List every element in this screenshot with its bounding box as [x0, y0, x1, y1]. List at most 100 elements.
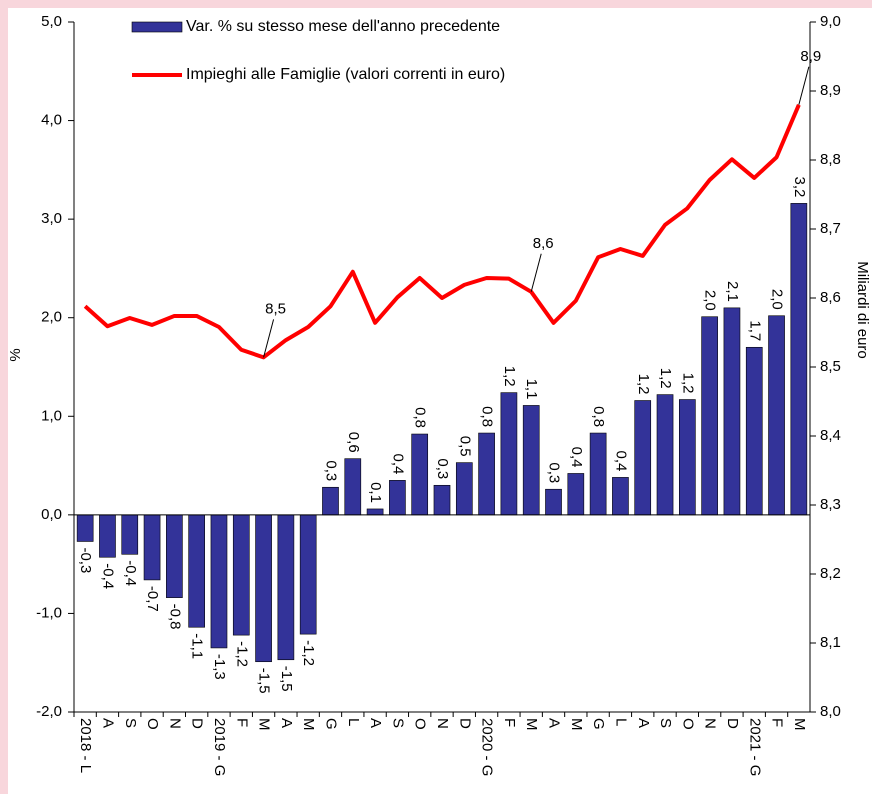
bar-value-label: 2,0 — [769, 289, 786, 310]
y2-tick-label: 8,9 — [820, 82, 841, 99]
x-tick-label: D — [724, 718, 741, 729]
y2-axis-label: Miliardi di euro — [854, 261, 871, 359]
bar-value-label: 3,2 — [791, 177, 808, 198]
bar — [344, 458, 362, 516]
x-tick-label: M — [791, 718, 808, 731]
y-tick-label: -1,0 — [36, 604, 62, 621]
x-tick-label: A — [278, 718, 295, 728]
bar-value-label: 1,2 — [657, 368, 674, 389]
bar — [612, 477, 629, 516]
bar — [790, 203, 808, 516]
bar-value-label: 2,1 — [724, 281, 741, 302]
y2-tick-label: 8,3 — [820, 496, 841, 513]
plot-background — [8, 8, 872, 794]
x-tick-label: A — [546, 718, 563, 728]
bar — [389, 480, 406, 516]
bar — [143, 514, 161, 581]
x-tick-label: L — [345, 718, 362, 726]
bar — [232, 514, 250, 636]
bar-value-label: 0,3 — [434, 458, 451, 479]
x-tick-label: F — [501, 718, 518, 727]
bar-value-label: -0,8 — [166, 604, 183, 630]
x-tick-label: A — [99, 718, 116, 728]
y-tick-label: 4,0 — [41, 112, 62, 129]
bar — [210, 514, 228, 649]
bar-value-label: -0,3 — [77, 547, 94, 573]
y-tick-label: -2,0 — [36, 703, 62, 720]
bar — [433, 484, 451, 516]
bar-value-label: -1,3 — [211, 654, 228, 680]
bar-value-label: 0,3 — [323, 460, 340, 481]
bar — [500, 392, 518, 516]
bar-value-label: 0,5 — [456, 436, 473, 457]
x-tick-label: M — [256, 718, 273, 731]
x-tick-label: G — [323, 718, 340, 730]
x-tick-label: M — [300, 718, 317, 731]
bar — [589, 432, 607, 516]
bar — [299, 514, 317, 635]
bar-value-label: 1,2 — [635, 374, 652, 395]
bar — [634, 400, 652, 516]
bar-value-label: 0,4 — [568, 447, 585, 468]
x-tick-label: 2021 - G — [746, 718, 763, 776]
x-tick-label: N — [702, 718, 719, 729]
bar-value-label: -1,2 — [300, 640, 317, 666]
bar-value-label: -1,5 — [278, 666, 295, 692]
bar — [567, 473, 585, 516]
bar — [745, 346, 763, 516]
x-tick-label: G — [590, 718, 607, 730]
x-tick-label: F — [769, 718, 786, 727]
x-tick-label: 2018 - L — [77, 718, 94, 773]
bar-value-label: 0,8 — [412, 407, 429, 428]
bar — [545, 488, 562, 516]
y2-tick-label: 8,7 — [820, 220, 841, 237]
bar — [166, 514, 183, 598]
bar-value-label: -1,5 — [256, 668, 273, 694]
bar — [76, 514, 94, 542]
line-value-label: 8,6 — [533, 235, 554, 252]
bar-value-label: -0,4 — [122, 560, 139, 586]
x-tick-label: M — [523, 718, 540, 731]
bar-value-label: 0,3 — [546, 462, 563, 483]
bar — [768, 315, 785, 516]
bar — [188, 514, 205, 628]
x-tick-label: S — [389, 718, 406, 728]
bar — [478, 432, 495, 516]
bar — [522, 405, 540, 516]
x-tick-label: O — [412, 718, 429, 730]
y-tick-label: 5,0 — [41, 13, 62, 30]
bar-value-label: 1,1 — [523, 379, 540, 400]
bar-value-label: 1,2 — [501, 366, 518, 387]
legend-swatch — [131, 21, 183, 33]
y2-tick-label: 9,0 — [820, 13, 841, 30]
bar — [99, 514, 116, 558]
bar-value-label: 0,1 — [367, 482, 384, 503]
y-tick-label: 1,0 — [41, 407, 62, 424]
x-tick-label: N — [166, 718, 183, 729]
bar — [121, 514, 139, 555]
bar-value-label: -0,7 — [144, 586, 161, 612]
bar — [366, 508, 384, 516]
line-value-label: 8,9 — [800, 48, 821, 65]
y2-tick-label: 8,6 — [820, 289, 841, 306]
line-value-label: 8,5 — [265, 300, 286, 317]
y-tick-label: 0,0 — [41, 506, 62, 523]
x-tick-label: O — [144, 718, 161, 730]
bar-value-label: 0,8 — [590, 406, 607, 427]
bar-value-label: 1,7 — [746, 320, 763, 341]
x-tick-label: A — [635, 718, 652, 728]
legend-label: Var. % su stesso mese dell'anno preceden… — [186, 18, 500, 35]
x-tick-label: F — [233, 718, 250, 727]
bar-value-label: -1,2 — [233, 641, 250, 667]
bar — [277, 514, 295, 661]
x-tick-label: S — [657, 718, 674, 728]
y-tick-label: 3,0 — [41, 210, 62, 227]
legend-label: Impieghi alle Famiglie (valori correnti … — [186, 66, 505, 83]
bar-value-label: 0,8 — [479, 406, 496, 427]
bar-value-label: 0,4 — [612, 451, 629, 472]
x-tick-label: M — [568, 718, 585, 731]
x-tick-label: D — [456, 718, 473, 729]
y-axis-label: % — [7, 348, 24, 361]
x-tick-label: A — [367, 718, 384, 728]
x-tick-label: N — [434, 718, 451, 729]
